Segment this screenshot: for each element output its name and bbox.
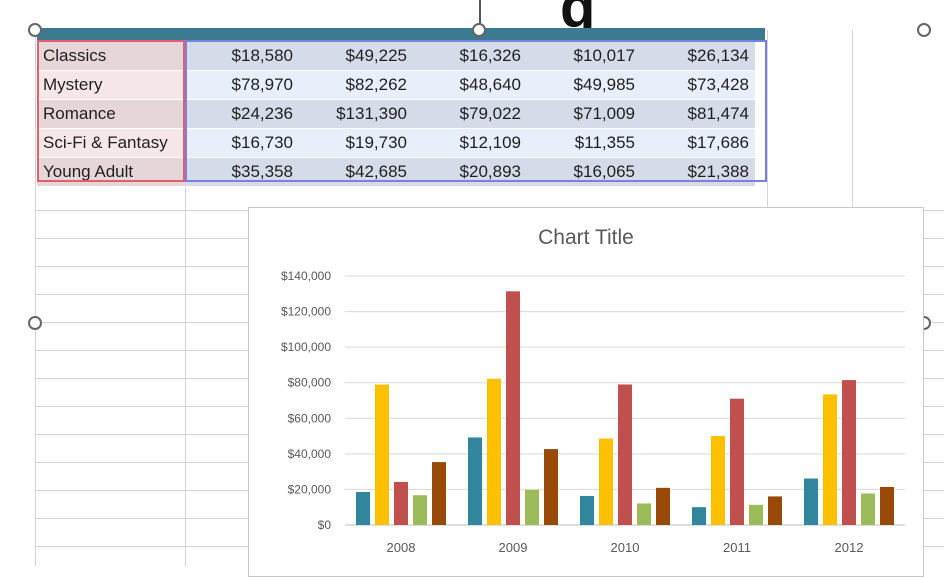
bar: [880, 486, 894, 525]
value-cell[interactable]: $16,730: [185, 128, 299, 158]
column-gridline: [35, 30, 36, 566]
value-cell[interactable]: $17,686: [641, 128, 755, 158]
bar: [375, 384, 389, 525]
bar: [580, 495, 594, 525]
y-tick-label: $40,000: [288, 447, 332, 461]
resize-handle[interactable]: [28, 316, 42, 330]
x-tick-label: 2010: [611, 540, 640, 555]
category-range-selection: [37, 40, 185, 182]
table-row: Romance $24,236 $131,390 $79,022 $71,009 $81,…: [37, 99, 755, 129]
bar: [544, 449, 558, 525]
bar: [525, 489, 539, 525]
value-cell[interactable]: $81,474: [641, 99, 755, 129]
value-cell[interactable]: $16,326: [413, 42, 527, 71]
table-row: Classics $18,580 $49,225 $16,326 $10,017 $26,…: [37, 42, 755, 71]
bar: [749, 504, 763, 525]
bar: [804, 478, 818, 525]
column-gridline: [185, 30, 186, 566]
value-cell[interactable]: $73,428: [641, 70, 755, 100]
bar: [432, 462, 446, 525]
value-cell[interactable]: $48,640: [413, 70, 527, 100]
chart-container[interactable]: Chart Title $0 $20,000 $40,000 $60,000 $80,0…: [248, 207, 924, 577]
table-row: Young Adult $35,358 $42,685 $20,893 $16,065 $…: [37, 157, 755, 187]
resize-handle[interactable]: [28, 23, 42, 37]
bar: [599, 438, 613, 525]
value-cell[interactable]: $71,009: [527, 99, 641, 129]
value-cell[interactable]: $35,358: [185, 157, 299, 187]
category-cell[interactable]: Mystery: [37, 70, 185, 100]
chart-title[interactable]: Chart Title: [538, 226, 634, 249]
y-tick-label: $60,000: [288, 411, 332, 425]
value-cell[interactable]: $26,134: [641, 42, 755, 71]
bar: [394, 481, 408, 525]
y-tick-label: $20,000: [288, 482, 332, 496]
bar: [506, 291, 520, 525]
value-cell[interactable]: $131,390: [299, 99, 413, 129]
bar: [823, 394, 837, 525]
value-cell[interactable]: $78,970: [185, 70, 299, 100]
value-cell[interactable]: $10,017: [527, 42, 641, 71]
bar: [842, 380, 856, 525]
value-cell[interactable]: $49,985: [527, 70, 641, 100]
y-tick-label: $0: [318, 518, 332, 532]
table-row: Sci-Fi & Fantasy $16,730 $19,730 $12,109 $11…: [37, 128, 755, 158]
category-cell[interactable]: Classics: [37, 42, 185, 71]
bar: [487, 378, 501, 525]
bar: [861, 493, 875, 525]
header-row-strip: [37, 28, 765, 40]
bar: [468, 437, 482, 525]
value-cell[interactable]: $18,580: [185, 42, 299, 71]
value-cell[interactable]: $12,109: [413, 128, 527, 158]
bar: [413, 495, 427, 525]
column-chart: $0 $20,000 $40,000 $60,000 $80,000 $100,000 $1…: [281, 269, 905, 555]
value-cell[interactable]: $19,730: [299, 128, 413, 158]
value-cell[interactable]: $79,022: [413, 99, 527, 129]
y-tick-label: $120,000: [281, 305, 331, 319]
bar: [768, 496, 782, 525]
resize-handle[interactable]: [917, 23, 931, 37]
value-cell[interactable]: $49,225: [299, 42, 413, 71]
bar: [656, 487, 670, 525]
category-cell[interactable]: Romance: [37, 99, 185, 129]
y-tick-label: $80,000: [288, 376, 332, 390]
bar: [711, 436, 725, 525]
category-cell[interactable]: Young Adult: [37, 157, 185, 187]
value-range-selection[interactable]: [185, 40, 767, 182]
value-cell[interactable]: $82,262: [299, 70, 413, 100]
bar: [618, 384, 632, 525]
category-cell[interactable]: Sci-Fi & Fantasy: [37, 128, 185, 158]
y-tick-label: $140,000: [281, 269, 331, 283]
bar: [730, 398, 744, 525]
value-cell[interactable]: $24,236: [185, 99, 299, 129]
value-cell[interactable]: $11,355: [527, 128, 641, 158]
y-tick-label: $100,000: [281, 340, 331, 354]
x-tick-label: 2009: [499, 540, 528, 555]
x-tick-label: 2012: [835, 540, 864, 555]
x-tick-label: 2011: [723, 540, 751, 555]
resize-handle[interactable]: [472, 23, 486, 37]
top-connector-line: [479, 0, 481, 28]
bar: [637, 503, 651, 525]
table-row: Mystery $78,970 $82,262 $48,640 $49,985 $73,4…: [37, 70, 755, 100]
bar: [692, 507, 706, 525]
bar: [356, 491, 370, 525]
data-table: Classics $18,580 $49,225 $16,326 $10,017 $26,…: [37, 42, 755, 187]
x-tick-label: 2008: [387, 540, 416, 555]
